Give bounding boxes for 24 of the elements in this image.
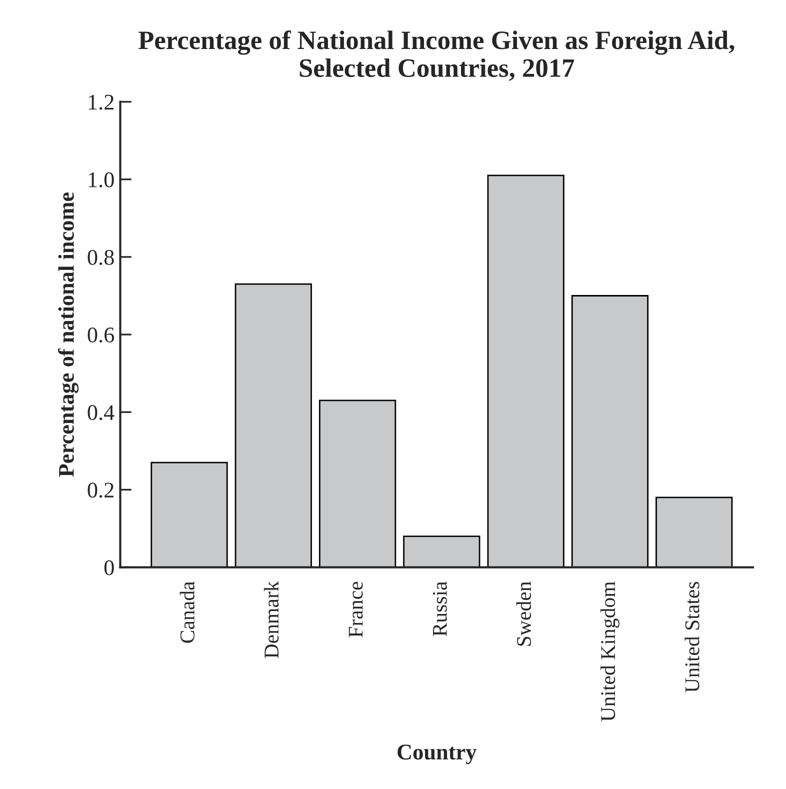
y-tick-label: 1.2 [88,94,114,110]
bar [656,496,733,568]
bar [487,174,564,568]
x-tick-label: Sweden [516,581,532,646]
x-tick-label: Russia [432,581,447,636]
x-axis-title: Country [398,744,477,764]
bar [403,536,480,568]
x-tick-label: United States [684,582,700,692]
bar [150,462,228,568]
bar [318,400,396,568]
y-tick-label: 0.2 [88,482,114,498]
chart-title: Percentage of National Income Given as Foreign Aid, Selected Countries, 2017 [138,30,734,81]
y-axis-title: Percentage of national income [58,192,79,477]
y-tick-label: 0.6 [88,327,114,343]
x-tick-label: France [348,582,363,638]
y-tick-label: 1.0 [88,172,114,188]
x-tick-label: Canada [180,581,194,643]
y-tick-label: 0.8 [88,250,114,265]
y-tick-label: 0 [104,560,114,576]
bar [234,283,312,568]
bar [571,295,649,568]
x-tick-label: Denmark [264,581,279,658]
y-tick-label: 0.4 [88,405,114,420]
x-tick-label: United Kingdom [600,582,620,722]
